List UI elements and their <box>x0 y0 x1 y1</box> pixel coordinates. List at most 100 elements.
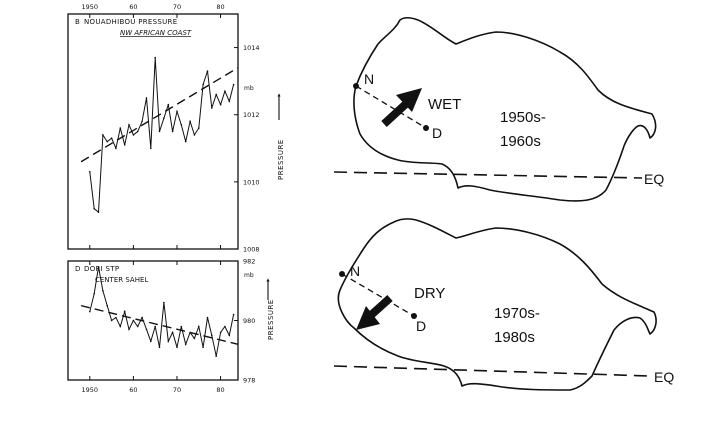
chart-panel-b: B NOUADHIBOU PRESSURE NW AFRICAN COAST m… <box>67 3 285 254</box>
station-label-n: N <box>350 263 360 279</box>
data-point <box>145 328 148 331</box>
data-point <box>206 70 209 72</box>
y-tick-label: 982 <box>243 258 255 266</box>
y-tick-label: 1010 <box>243 178 260 186</box>
data-point <box>211 107 213 109</box>
x-tick-label: 80 <box>216 3 224 11</box>
data-point <box>154 56 156 59</box>
chart-subtitle: CENTER SAHEL <box>95 276 148 284</box>
y-tick-label: 978 <box>243 377 255 385</box>
transect-line <box>355 85 427 129</box>
map-dry-period: EQ N D DRY 1970s- 1980s <box>333 218 674 391</box>
data-point <box>115 316 117 319</box>
data-point <box>97 266 100 268</box>
regime-label: DRY <box>414 285 445 302</box>
data-point <box>150 340 152 343</box>
data-point <box>202 83 204 86</box>
equator-label: EQ <box>644 171 664 187</box>
data-point <box>228 100 231 103</box>
data-point <box>132 319 135 322</box>
data-point <box>102 134 104 136</box>
data-point <box>89 310 91 313</box>
data-point <box>224 325 226 328</box>
y-axis-title: PRESSURE <box>277 139 285 180</box>
period-label-line1: 1970s- <box>494 305 540 322</box>
x-tick-labels: 1950 60 70 80 <box>82 386 225 394</box>
data-point <box>198 127 200 129</box>
equator-line <box>333 171 643 179</box>
data-point <box>193 337 196 340</box>
x-tick-label: 70 <box>173 3 181 11</box>
station-marker-n <box>339 271 345 277</box>
y-unit: mb <box>244 272 254 279</box>
data-point <box>171 130 174 133</box>
data-point <box>232 83 235 86</box>
data-point <box>189 120 191 123</box>
axis-ticks <box>89 14 238 250</box>
data-point <box>167 103 170 106</box>
data-point <box>211 334 213 337</box>
x-tick-label: 80 <box>216 386 224 394</box>
data-point <box>106 140 108 143</box>
data-point <box>106 304 108 307</box>
y-tick-label: 1012 <box>243 111 260 119</box>
chart-panel-d: D DORI STP CENTER SAHEL mb 982 980 978 195… <box>67 258 275 394</box>
data-point <box>171 331 174 334</box>
station-label-d: D <box>416 318 426 334</box>
data-point <box>119 127 122 129</box>
data-point <box>189 331 191 334</box>
y-unit: mb <box>244 85 254 92</box>
y-tick-labels: 982 980 978 <box>243 258 255 385</box>
africa-coastline <box>337 218 657 391</box>
y-tick-label: 980 <box>243 317 255 325</box>
y-tick-label: 1014 <box>243 44 260 52</box>
data-point <box>219 331 222 334</box>
data-point <box>154 325 156 328</box>
data-point <box>163 117 165 119</box>
x-tick-label: 60 <box>129 3 137 11</box>
data-point <box>184 343 187 346</box>
station-marker-d <box>423 125 429 131</box>
data-point <box>141 316 143 319</box>
x-tick-label: 70 <box>173 386 181 394</box>
axis-ticks <box>89 260 238 381</box>
data-point <box>158 130 161 133</box>
data-point <box>136 130 139 133</box>
flow-arrow-southwest <box>356 295 393 330</box>
data-point <box>163 301 165 304</box>
data-point <box>176 110 178 113</box>
data-point <box>219 103 222 106</box>
data-point <box>123 144 126 146</box>
data-point <box>184 140 187 143</box>
data-point <box>145 97 148 99</box>
y-tick-labels: 1014 1012 1010 1008 <box>243 44 260 253</box>
chart-title: NOUADHIBOU PRESSURE <box>84 18 177 26</box>
data-point <box>167 340 170 343</box>
data-point <box>158 346 161 349</box>
station-label-d: D <box>432 125 442 141</box>
flow-arrow-northeast <box>381 88 422 127</box>
data-point <box>141 120 143 123</box>
data-point <box>232 313 235 316</box>
equator-label: EQ <box>654 369 674 385</box>
data-point <box>123 310 126 313</box>
station-label-n: N <box>364 71 374 87</box>
y-axis-title-group: PRESSURE <box>277 139 285 180</box>
period-label-line2: 1960s <box>500 133 541 150</box>
chart-subtitle: NW AFRICAN COAST <box>120 29 192 37</box>
regime-label: WET <box>428 96 461 113</box>
data-point <box>97 211 100 213</box>
period-label-line2: 1980s <box>494 329 535 346</box>
x-tick-label: 1950 <box>82 3 99 11</box>
data-point <box>193 134 196 136</box>
data-point <box>110 319 113 322</box>
trend-line <box>80 67 239 163</box>
x-tick-label: 60 <box>129 386 137 394</box>
map-wet-period: EQ N D WET 1950s- 1960s <box>333 16 664 202</box>
data-points <box>89 56 235 213</box>
x-tick-labels: 1950 60 70 80 <box>82 3 225 11</box>
data-point <box>180 325 183 328</box>
y-tick-label: 1008 <box>243 246 260 254</box>
equator-line <box>333 365 651 377</box>
data-point <box>206 316 209 319</box>
